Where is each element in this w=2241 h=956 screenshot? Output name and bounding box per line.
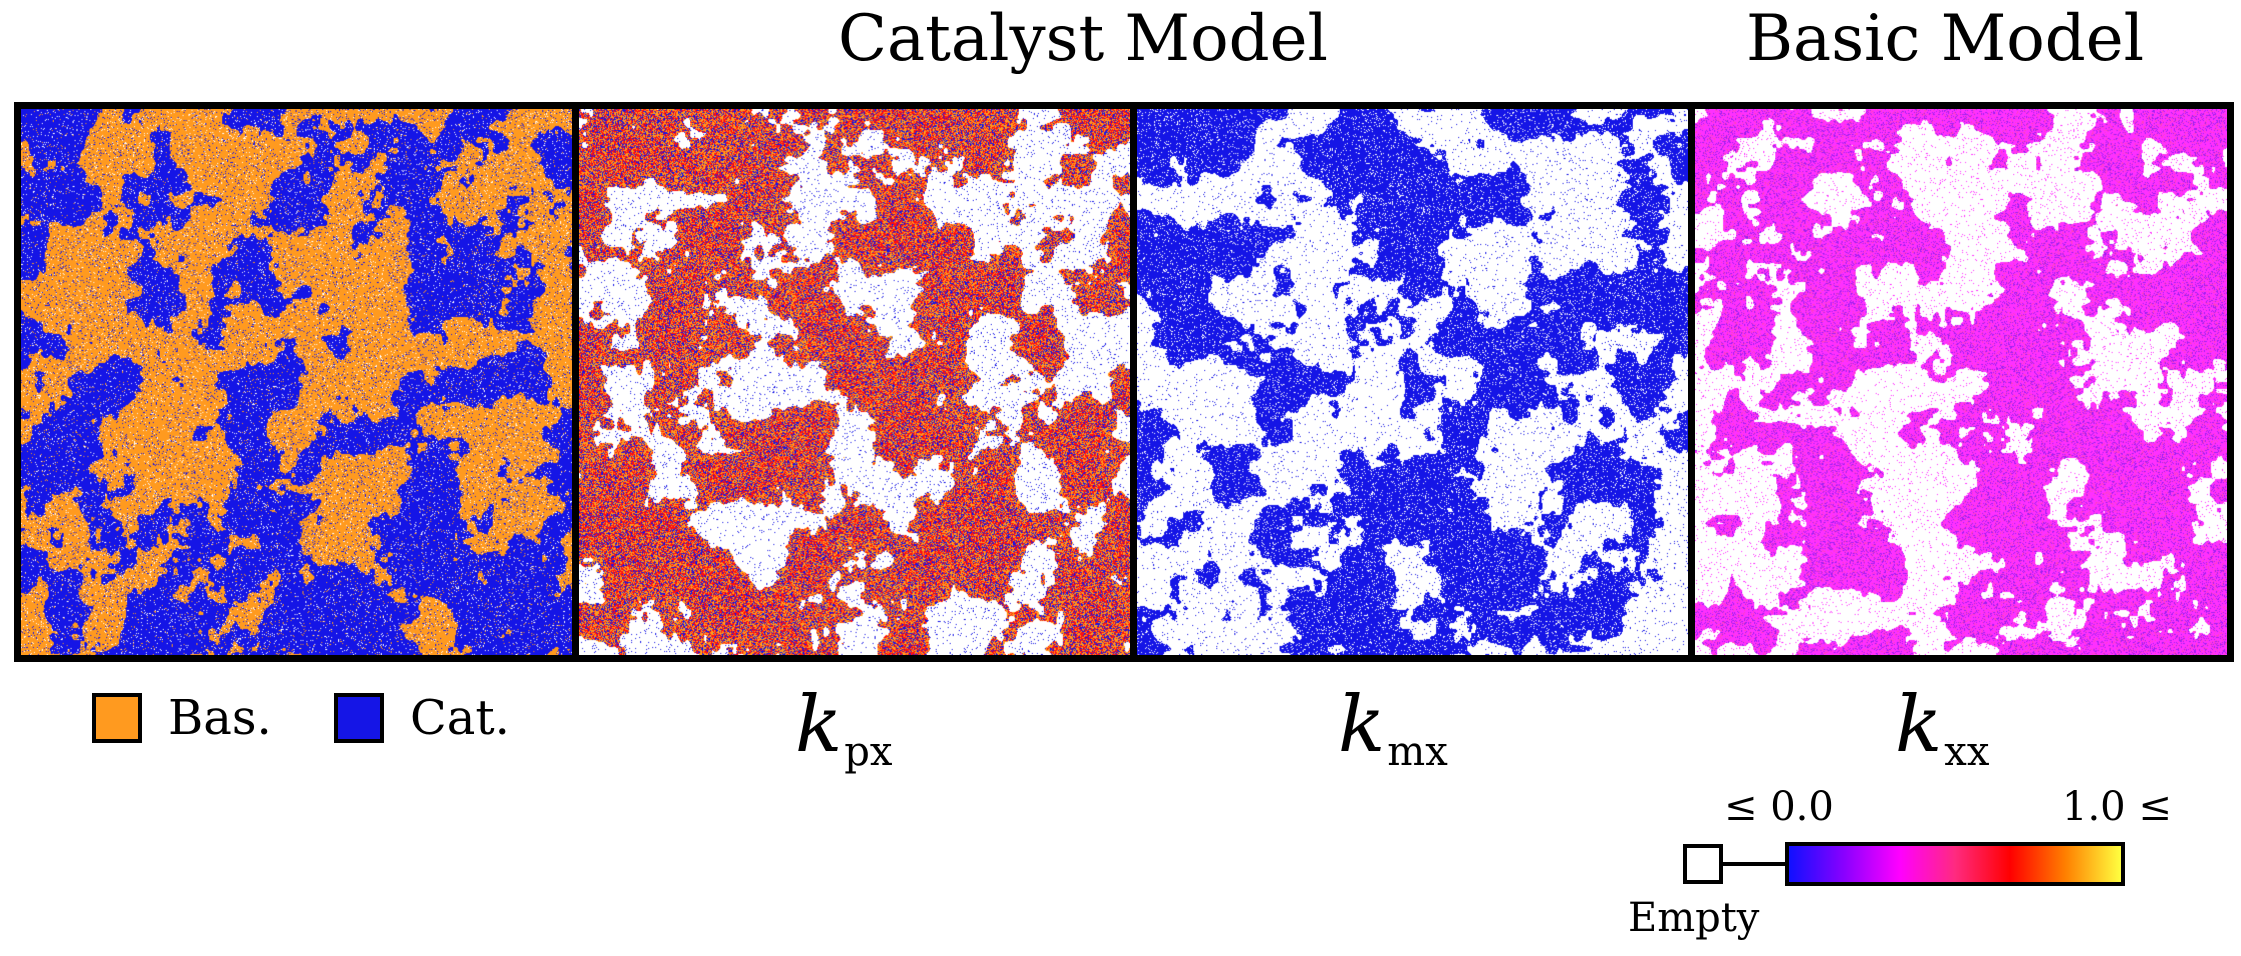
colorbar-min-label: ≤ 0.0 bbox=[1724, 784, 1834, 830]
colorbar-gradient bbox=[1785, 842, 2125, 886]
basic-legend-label: Bas. bbox=[168, 690, 272, 746]
kxx-panel bbox=[1688, 109, 2227, 655]
empty-connector bbox=[1723, 862, 1785, 866]
panel-strip bbox=[14, 102, 2234, 662]
species-panel bbox=[21, 109, 572, 655]
kmx-panel bbox=[1130, 109, 1689, 655]
k-px-label: kpx bbox=[795, 680, 893, 775]
basic-model-title: Basic Model bbox=[1746, 2, 2145, 76]
legend-basic: Bas. bbox=[92, 690, 272, 746]
k-mx-label: kmx bbox=[1338, 680, 1448, 775]
colorbar-max-label: 1.0 ≤ bbox=[2062, 784, 2172, 830]
empty-label: Empty bbox=[1628, 895, 1760, 941]
basic-swatch bbox=[92, 693, 142, 743]
catalyst-legend-label: Cat. bbox=[410, 690, 510, 746]
k-xx-label: kxx bbox=[1895, 680, 1990, 775]
legend-catalyst: Cat. bbox=[334, 690, 510, 746]
catalyst-swatch bbox=[334, 693, 384, 743]
kpx-panel bbox=[571, 109, 1131, 655]
empty-swatch bbox=[1683, 844, 1723, 884]
catalyst-model-title: Catalyst Model bbox=[838, 2, 1328, 76]
